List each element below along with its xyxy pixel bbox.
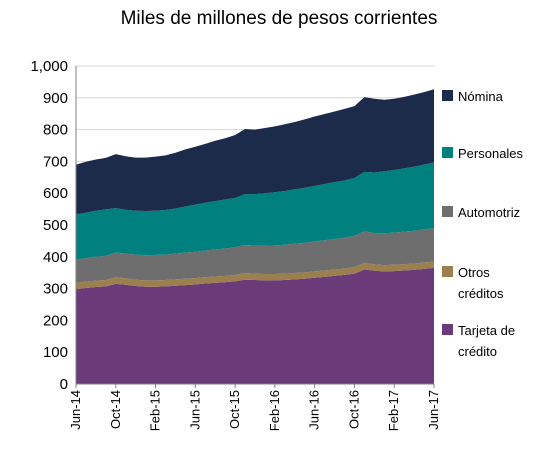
x-tick-label-6: Jun-16 (307, 390, 322, 430)
y-tick-label-1: 100 (43, 344, 68, 361)
legend-label-1: Otros créditos (458, 265, 504, 301)
y-tick-label-2: 200 (43, 312, 68, 329)
area-series-1 (76, 261, 434, 290)
x-tick-label-4: Oct-15 (227, 390, 242, 429)
area-series-4 (76, 89, 434, 215)
legend-label-0: Tarjeta de crédito (458, 323, 515, 359)
area-series-0 (76, 267, 434, 384)
x-tick-label-0: Jun-14 (68, 390, 83, 430)
y-tick-label-10: 1,000 (30, 58, 68, 75)
y-tick-label-0: 0 (60, 376, 68, 393)
legend-swatch-4 (442, 90, 453, 101)
x-tick-label-7: Oct-16 (346, 390, 361, 429)
y-tick-label-3: 300 (43, 281, 68, 298)
y-tick-label-8: 800 (43, 122, 68, 139)
y-tick-label-5: 500 (43, 217, 68, 234)
chart-title: Miles de millones de pesos corrientes (120, 8, 438, 29)
y-tick-label-4: 400 (43, 249, 68, 266)
y-tick-label-9: 900 (43, 90, 68, 107)
y-tick-labels: 0 100 200 300 400 500 600 700 800 900 1,000 (30, 58, 68, 393)
x-tick-label-8: Feb-17 (386, 390, 401, 431)
area-layers (76, 89, 434, 384)
x-tick-label-2: Feb-15 (148, 390, 163, 431)
x-tick-labels: Jun-14 Oct-14 Feb-15 Jun-15 Oct-15 Feb-16 Jun-… (68, 384, 441, 431)
x-tick-label-1: Oct-14 (108, 390, 123, 429)
legend: Nómina Personales Automotriz Otros créditos T… (442, 89, 524, 359)
legend-swatch-1 (442, 266, 453, 277)
x-tick-label-3: Jun-15 (187, 390, 202, 430)
x-tick-label-9: Jun-17 (426, 390, 441, 430)
legend-label-2: Automotriz (458, 205, 520, 220)
x-tick-label-5: Feb-16 (267, 390, 282, 431)
axes (75, 66, 434, 385)
area-series-2 (76, 228, 434, 283)
legend-swatch-3 (442, 147, 453, 158)
legend-label-3: Personales (458, 146, 524, 161)
y-tick-label-6: 600 (43, 185, 68, 202)
legend-swatch-2 (442, 206, 453, 217)
legend-swatch-0 (442, 324, 453, 335)
y-tick-label-7: 700 (43, 153, 68, 170)
legend-label-4: Nómina (458, 89, 504, 104)
area-series-3 (76, 162, 434, 260)
